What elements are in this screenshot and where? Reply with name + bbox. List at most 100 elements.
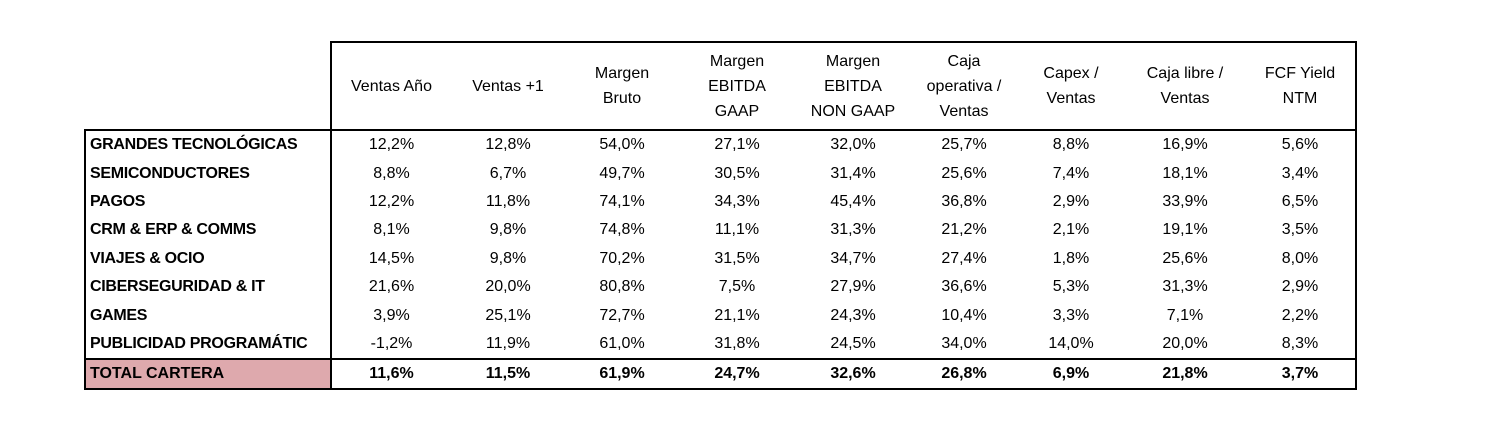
value-cell[interactable]: 70,2% xyxy=(599,249,645,267)
value-cell[interactable]: 2,1% xyxy=(1052,221,1090,239)
total-value-cell[interactable]: 32,6% xyxy=(795,358,911,391)
value-cell[interactable]: 7,1% xyxy=(1166,306,1204,324)
value-cell[interactable]: 3,4% xyxy=(1245,159,1357,188)
value-cell[interactable]: 34,0% xyxy=(941,334,987,352)
value-cell[interactable]: 25,7% xyxy=(941,136,987,154)
value-cell[interactable]: 33,9% xyxy=(1162,192,1208,210)
value-cell[interactable]: 30,5% xyxy=(714,164,760,182)
value-cell[interactable]: 2,9% xyxy=(1052,192,1090,210)
value-cell[interactable]: 10,4% xyxy=(941,306,987,324)
value-cell[interactable]: 54,0% xyxy=(599,136,645,154)
value-cell[interactable]: 8,1% xyxy=(373,221,410,239)
value-cell[interactable]: 11,9% xyxy=(485,334,531,352)
value-cell[interactable]: 21,6% xyxy=(368,278,415,296)
value-cell[interactable]: 8,0% xyxy=(1245,244,1357,273)
row-category-cell[interactable]: PAGOS xyxy=(84,187,332,217)
value-cell[interactable]: 27,9% xyxy=(830,278,876,296)
column-header[interactable]: Caja libre / Ventas xyxy=(1125,41,1245,131)
value-cell[interactable]: 31,3% xyxy=(1162,278,1208,296)
value-cell[interactable]: 12,8% xyxy=(485,136,531,154)
value-cell[interactable]: 31,4% xyxy=(830,164,876,182)
value-cell[interactable]: 36,6% xyxy=(941,278,987,296)
value-cell[interactable]: 74,8% xyxy=(599,221,645,239)
value-cell[interactable]: 7,5% xyxy=(718,278,756,296)
value-cell[interactable]: 19,1% xyxy=(1162,221,1208,239)
row-category-cell[interactable]: GRANDES TECNOLÓGICAS xyxy=(84,130,332,160)
value-cell[interactable]: 61,0% xyxy=(599,334,645,352)
value-cell[interactable]: 34,7% xyxy=(830,249,876,267)
value-cell[interactable]: 9,8% xyxy=(489,221,527,239)
value-cell[interactable]: 34,3% xyxy=(714,192,760,210)
total-value-cell[interactable]: 21,8% xyxy=(1125,358,1245,391)
value-cell[interactable]: 2,2% xyxy=(1245,301,1357,330)
value-cell[interactable]: 49,7% xyxy=(599,164,645,182)
value-cell[interactable]: 74,1% xyxy=(599,192,645,210)
value-cell[interactable]: 32,0% xyxy=(830,136,876,154)
value-cell[interactable]: 8,8% xyxy=(1052,136,1090,154)
value-cell[interactable]: 3,5% xyxy=(1245,216,1357,245)
value-cell[interactable]: 36,8% xyxy=(941,192,987,210)
total-value-cell[interactable]: 11,6% xyxy=(331,358,451,391)
value-cell[interactable]: 27,4% xyxy=(941,249,987,267)
column-header[interactable]: FCF Yield NTM xyxy=(1245,41,1357,131)
value-cell[interactable]: 3,3% xyxy=(1052,306,1090,324)
value-cell[interactable]: 6,5% xyxy=(1245,187,1357,217)
value-cell[interactable]: 24,5% xyxy=(830,334,876,352)
row-category-cell[interactable]: CRM & ERP & COMMS xyxy=(84,216,332,245)
value-cell[interactable]: 31,3% xyxy=(830,221,876,239)
value-cell[interactable]: 21,1% xyxy=(714,306,760,324)
value-cell[interactable]: 16,9% xyxy=(1162,136,1208,154)
value-cell[interactable]: 5,3% xyxy=(1052,278,1090,296)
value-cell[interactable]: 12,2% xyxy=(368,192,415,210)
value-cell[interactable]: 8,8% xyxy=(373,164,410,182)
column-header[interactable]: Margen EBITDA GAAP xyxy=(679,41,795,131)
value-cell[interactable]: 27,1% xyxy=(714,136,760,154)
value-cell[interactable]: 20,0% xyxy=(485,278,531,296)
column-header[interactable]: Margen EBITDA NON GAAP xyxy=(795,41,911,131)
value-cell[interactable]: 20,0% xyxy=(1162,334,1208,352)
row-category-cell[interactable]: CIBERSEGURIDAD & IT xyxy=(84,272,332,302)
value-cell[interactable]: 5,6% xyxy=(1245,130,1357,160)
value-cell[interactable]: 1,8% xyxy=(1052,249,1090,267)
value-cell[interactable]: 14,5% xyxy=(368,249,415,267)
value-cell[interactable]: 12,2% xyxy=(368,136,415,154)
total-value-cell[interactable]: 6,9% xyxy=(1017,358,1125,391)
row-category-cell[interactable]: PUBLICIDAD PROGRAMÁTIC xyxy=(84,329,332,360)
column-header[interactable]: Margen Bruto xyxy=(565,41,679,131)
row-category-cell[interactable]: SEMICONDUCTORES xyxy=(84,159,332,188)
total-label-cell[interactable]: TOTAL CARTERA xyxy=(84,358,332,391)
value-cell[interactable]: 31,8% xyxy=(714,334,760,352)
column-header[interactable]: Ventas +1 xyxy=(451,41,565,131)
value-cell[interactable]: 24,3% xyxy=(830,306,876,324)
row-category-cell[interactable]: GAMES xyxy=(84,301,332,330)
total-value-cell[interactable]: 61,9% xyxy=(565,358,679,391)
value-cell[interactable]: 7,4% xyxy=(1052,164,1090,182)
value-cell[interactable]: 8,3% xyxy=(1245,329,1357,360)
value-cell[interactable]: -1,2% xyxy=(370,334,413,352)
column-header[interactable]: Caja operativa / Ventas xyxy=(911,41,1017,131)
row-category-cell[interactable]: VIAJES & OCIO xyxy=(84,244,332,273)
value-cell[interactable]: 25,6% xyxy=(941,164,987,182)
value-cell[interactable]: 31,5% xyxy=(714,249,760,267)
value-cell[interactable]: 25,1% xyxy=(485,306,531,324)
value-cell[interactable]: 80,8% xyxy=(599,278,645,296)
value-cell[interactable]: 72,7% xyxy=(599,306,645,324)
total-value-cell[interactable]: 26,8% xyxy=(911,358,1017,391)
column-header[interactable]: Ventas Año xyxy=(330,41,451,131)
value-cell[interactable]: 18,1% xyxy=(1162,164,1208,182)
value-cell[interactable]: 3,9% xyxy=(373,306,410,324)
value-cell[interactable]: 9,8% xyxy=(489,249,527,267)
total-value-cell[interactable]: 3,7% xyxy=(1245,358,1357,391)
total-value-cell[interactable]: 24,7% xyxy=(679,358,795,391)
total-value-cell[interactable]: 11,5% xyxy=(451,358,565,391)
value-cell[interactable]: 14,0% xyxy=(1048,334,1094,352)
value-cell[interactable]: 45,4% xyxy=(830,192,876,210)
value-cell[interactable]: 2,9% xyxy=(1245,272,1357,302)
value-cell[interactable]: 25,6% xyxy=(1162,249,1208,267)
value-cell[interactable]: 6,7% xyxy=(489,164,527,182)
value-cell[interactable]: 11,1% xyxy=(714,221,760,239)
header-corner-cell[interactable] xyxy=(85,42,331,131)
value-cell[interactable]: 21,2% xyxy=(941,221,987,239)
value-cell[interactable]: 11,8% xyxy=(485,192,531,210)
column-header[interactable]: Capex / Ventas xyxy=(1017,41,1125,131)
